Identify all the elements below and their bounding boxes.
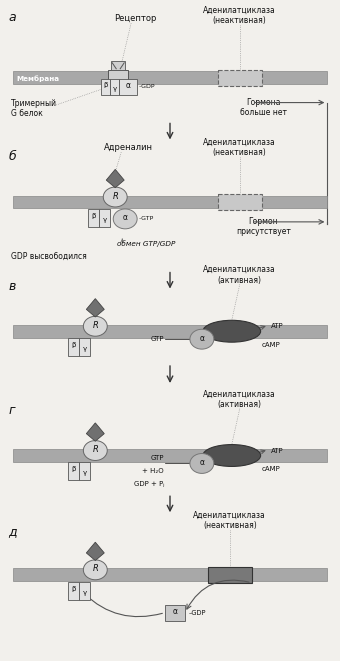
Text: ATP: ATP <box>271 323 283 329</box>
Text: –GDP: –GDP <box>189 609 206 615</box>
Text: Рецептор: Рецептор <box>114 14 156 23</box>
Text: GDP + Pⱼ: GDP + Pⱼ <box>134 481 164 487</box>
Text: ATP: ATP <box>271 447 283 453</box>
Text: cAMP: cAMP <box>261 467 280 473</box>
Polygon shape <box>86 299 104 317</box>
Polygon shape <box>86 423 104 442</box>
Text: γ: γ <box>83 471 87 477</box>
Bar <box>110 79 119 95</box>
Text: R: R <box>92 564 98 573</box>
Text: Гормон
присутствует: Гормон присутствует <box>236 217 291 236</box>
Text: R: R <box>92 321 98 330</box>
Bar <box>119 79 137 95</box>
Text: β: β <box>104 82 108 88</box>
Text: Гормона
больше нет: Гормона больше нет <box>240 98 287 117</box>
Text: –GDP: –GDP <box>139 84 156 89</box>
Text: α: α <box>172 607 177 616</box>
Bar <box>218 70 261 86</box>
Text: R: R <box>92 445 98 454</box>
Text: Мембрана: Мембрана <box>17 75 60 82</box>
Bar <box>101 79 110 95</box>
Bar <box>68 338 79 356</box>
Text: + H₂O: + H₂O <box>142 469 164 475</box>
Text: γ: γ <box>83 346 87 352</box>
Bar <box>111 61 125 70</box>
Text: –GTP: –GTP <box>139 216 154 221</box>
Bar <box>13 196 327 208</box>
Bar <box>218 194 261 210</box>
Bar <box>68 463 79 481</box>
Text: GDP высвободился: GDP высвободился <box>11 252 86 261</box>
Ellipse shape <box>203 445 261 467</box>
Ellipse shape <box>190 329 214 349</box>
Bar <box>88 209 99 227</box>
Bar <box>99 209 110 227</box>
Bar <box>13 568 327 581</box>
Bar <box>68 582 79 600</box>
Text: обмен GTP/GDP: обмен GTP/GDP <box>117 241 175 247</box>
Bar <box>13 325 327 338</box>
Text: cAMP: cAMP <box>261 342 280 348</box>
Text: Тримерный
G белок: Тримерный G белок <box>11 98 57 118</box>
Text: г: г <box>8 404 15 417</box>
Ellipse shape <box>103 187 127 207</box>
Text: Аденилатциклаза
(активная): Аденилатциклаза (активная) <box>203 389 276 408</box>
Text: β: β <box>72 586 76 592</box>
Polygon shape <box>106 169 124 188</box>
Text: α: α <box>123 214 128 222</box>
Ellipse shape <box>203 321 261 342</box>
Text: β: β <box>72 342 76 348</box>
Text: α: α <box>199 334 204 342</box>
Text: б: б <box>8 150 16 163</box>
Text: Аденилатциклаза
(неактивная): Аденилатциклаза (неактивная) <box>203 6 276 25</box>
Bar <box>79 463 90 481</box>
Bar <box>208 567 252 583</box>
Text: α: α <box>126 81 131 90</box>
Text: γ: γ <box>83 590 87 596</box>
Text: β: β <box>72 467 76 473</box>
Text: Аденилатциклаза
(активная): Аденилатциклаза (активная) <box>203 265 276 284</box>
Text: α: α <box>199 458 204 467</box>
Text: а: а <box>8 11 16 24</box>
Text: Аденилатциклаза
(неактивная): Аденилатциклаза (неактивная) <box>193 511 266 530</box>
Bar <box>165 605 185 621</box>
Bar <box>79 582 90 600</box>
Bar <box>13 449 327 462</box>
Text: R: R <box>112 192 118 200</box>
Ellipse shape <box>113 209 137 229</box>
Bar <box>108 70 128 86</box>
Text: д: д <box>8 525 17 538</box>
Text: β: β <box>91 213 96 219</box>
Text: в: в <box>8 280 16 293</box>
Text: GTP: GTP <box>151 336 164 342</box>
Ellipse shape <box>83 441 107 461</box>
Ellipse shape <box>83 560 107 580</box>
Text: γ: γ <box>113 86 117 92</box>
Bar <box>79 338 90 356</box>
Text: Адреналин: Адреналин <box>104 143 153 152</box>
Ellipse shape <box>190 453 214 473</box>
Text: Аденилатциклаза
(неактивная): Аденилатциклаза (неактивная) <box>203 138 276 157</box>
Ellipse shape <box>83 317 107 336</box>
Polygon shape <box>86 542 104 561</box>
Text: γ: γ <box>103 217 107 223</box>
Text: GTP: GTP <box>151 455 164 461</box>
Bar <box>13 71 327 84</box>
